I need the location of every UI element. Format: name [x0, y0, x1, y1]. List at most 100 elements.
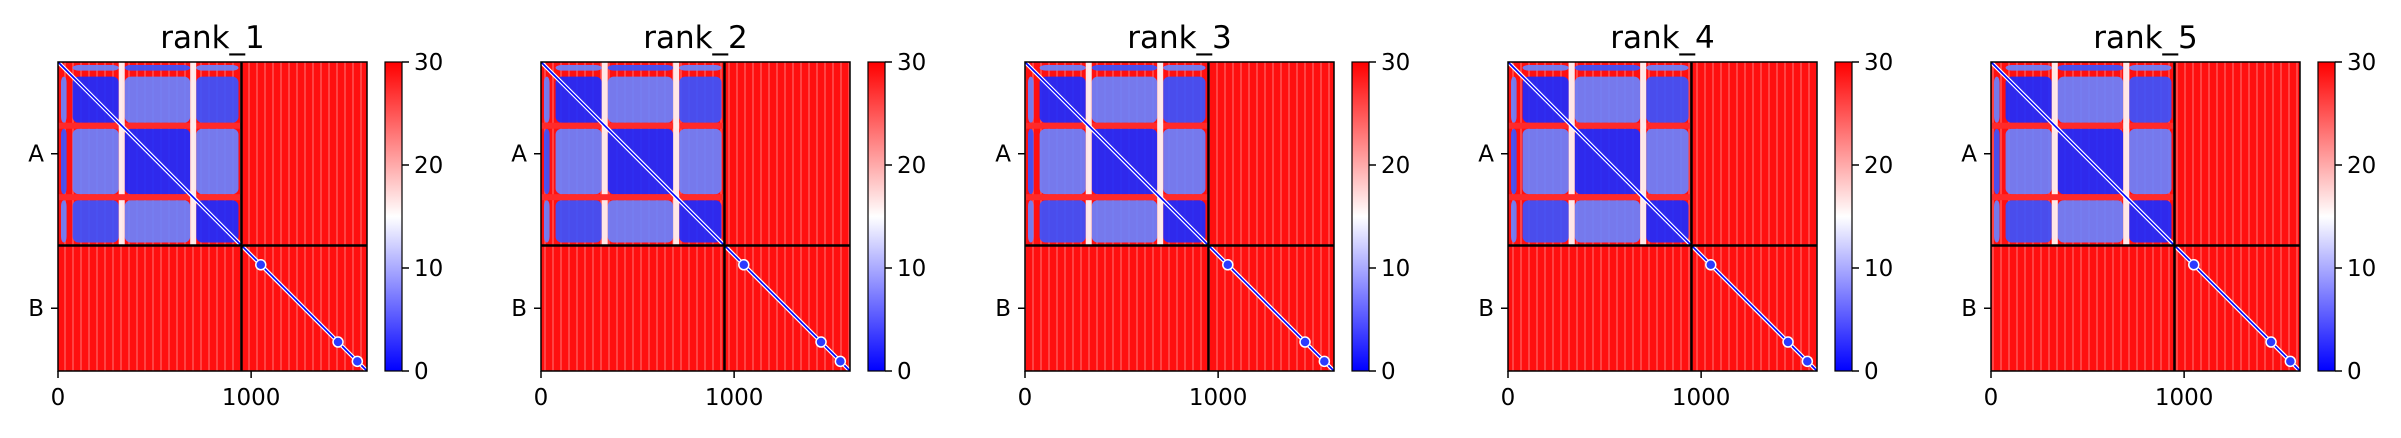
heatmap-block	[124, 65, 191, 71]
heatmap-frame	[1024, 61, 1335, 372]
heatmap-block	[2057, 65, 2124, 71]
heatmap-block	[2057, 76, 2124, 123]
heatmap-block	[1039, 65, 1086, 71]
colorbar	[384, 61, 403, 372]
colorbar-tick-label: 0	[1381, 359, 1396, 385]
heatmap-block	[555, 128, 602, 195]
heatmap-block	[1039, 128, 1086, 195]
x-tick-label: 1000	[1189, 385, 1248, 411]
heatmap-block	[555, 65, 602, 71]
heatmap-block	[196, 76, 239, 123]
heatmap-frame	[1990, 61, 2301, 372]
panel-title: rank_2	[643, 20, 748, 56]
panel-title: rank_5	[2093, 20, 2198, 56]
heatmap-block	[1522, 200, 1569, 243]
panel-title: rank_4	[1610, 20, 1715, 56]
heatmap-diagonal-spot	[2188, 259, 2200, 271]
heatmap-panel-5: rank_5 0 1000 A B 0 10 20 30	[1961, 20, 2376, 411]
heatmap-block	[544, 200, 550, 243]
heatmap-block	[1646, 76, 1689, 123]
heatmap-block	[124, 76, 191, 123]
heatmap-diagonal-spot	[834, 355, 847, 368]
heatmap-block	[2129, 76, 2172, 123]
colorbar-tick-label: 0	[2347, 359, 2362, 385]
heatmap-gap-row	[1508, 122, 1692, 129]
heatmap-diagonal-spot	[351, 355, 364, 368]
heatmap-diagonal	[1507, 61, 1818, 372]
heatmap-gap-col	[1568, 62, 1575, 246]
heatmap-panel-3: rank_3 0 1000 A B 0 10 20 30	[995, 20, 1410, 411]
heatmap-block	[679, 128, 722, 195]
y-tick-label: A	[995, 142, 1011, 168]
heatmap-block	[1028, 128, 1034, 195]
heatmap-diagonal	[540, 61, 851, 372]
colorbar-tick-label: 0	[414, 359, 429, 385]
y-tick-label: A	[1478, 142, 1494, 168]
colorbar	[1834, 61, 1853, 372]
heatmap-block	[555, 200, 602, 243]
colorbar-tick-label: 0	[1864, 359, 1879, 385]
x-tick-label: 1000	[2155, 385, 2214, 411]
colorbar-tick-label: 30	[897, 50, 926, 76]
heatmap-block	[2005, 65, 2052, 71]
heatmap-gap-row	[541, 194, 725, 201]
y-tick-label: A	[28, 142, 44, 168]
heatmap-block	[61, 128, 67, 195]
heatmap-block	[1163, 65, 1206, 71]
heatmap-gap-col	[2123, 62, 2130, 246]
colorbar-tick-label: 20	[414, 153, 443, 179]
colorbar	[867, 61, 886, 372]
heatmap-gap-col	[1640, 62, 1647, 246]
y-tick-label: B	[28, 296, 44, 322]
heatmap-block	[1522, 128, 1569, 195]
x-tick-label: 0	[51, 385, 66, 411]
heatmap-block	[1091, 200, 1158, 243]
heatmap-block	[1646, 128, 1689, 195]
heatmap-gap-row	[58, 122, 242, 129]
heatmap-gap-row	[1991, 122, 2175, 129]
colorbar-tick-label: 20	[897, 153, 926, 179]
heatmap-diagonal-spot	[738, 259, 750, 271]
colorbar-tick-label: 10	[1381, 256, 1410, 282]
heatmap-block	[1574, 76, 1641, 123]
heatmap-block	[1163, 76, 1206, 123]
heatmap-gap-col	[1157, 62, 1164, 246]
heatmap-block	[1994, 128, 2000, 195]
heatmap-diagonal-spot	[1705, 259, 1717, 271]
heatmap-block	[544, 76, 550, 123]
heatmap-diagonal-spot	[1782, 336, 1794, 348]
heatmap-block	[2057, 200, 2124, 243]
heatmap-block	[72, 65, 119, 71]
heatmap-block	[2129, 128, 2172, 195]
heatmap-gap-col	[2051, 62, 2058, 246]
heatmap-block	[1091, 65, 1158, 71]
heatmap-diagonal-spot	[1801, 355, 1814, 368]
x-tick-label: 0	[1018, 385, 1033, 411]
heatmap-gap-row	[1508, 194, 1692, 201]
heatmap-block	[196, 128, 239, 195]
heatmap-block	[1511, 128, 1517, 195]
heatmap-block	[1028, 76, 1034, 123]
colorbar-tick-label: 10	[1864, 256, 1893, 282]
heatmap-frame	[1507, 61, 1818, 372]
heatmap-diagonal	[1024, 61, 1335, 372]
heatmap-frame	[540, 61, 851, 372]
heatmap-block	[124, 200, 191, 243]
heatmap-diagonal-spot	[332, 336, 344, 348]
x-tick-label: 1000	[1672, 385, 1731, 411]
heatmap-gap-row	[541, 122, 725, 129]
x-tick-label: 1000	[222, 385, 281, 411]
x-tick-label: 0	[1984, 385, 1999, 411]
heatmap-block	[607, 200, 674, 243]
colorbar-tick-label: 10	[897, 256, 926, 282]
heatmap-block	[1994, 200, 2000, 243]
heatmap-block	[72, 200, 119, 243]
y-tick-label: A	[1961, 142, 1977, 168]
colorbar-tick-label: 30	[2347, 50, 2376, 76]
heatmap-diagonal-spot	[2284, 355, 2297, 368]
heatmap-block	[61, 76, 67, 123]
heatmap-block	[1511, 76, 1517, 123]
heatmap-block	[2129, 65, 2172, 71]
heatmap-panel-2: rank_2 0 1000 A B 0 10 20 30	[511, 20, 926, 411]
colorbar-tick-label: 0	[897, 359, 912, 385]
